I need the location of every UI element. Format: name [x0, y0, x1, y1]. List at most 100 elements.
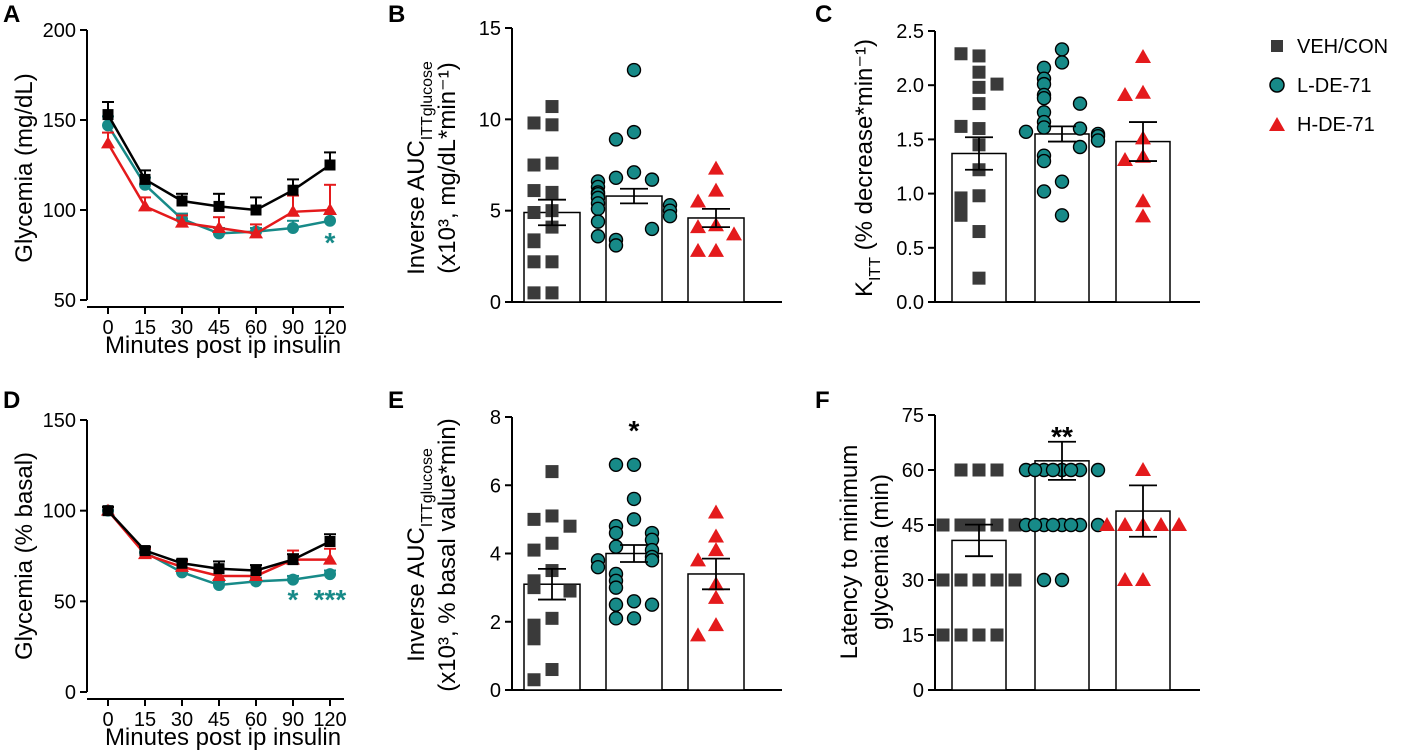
panel-b-data-point	[590, 229, 606, 244]
panel-e-data-point	[626, 611, 642, 626]
panel-c-data-point	[1036, 153, 1052, 169]
panel-f-data-point	[954, 573, 968, 587]
panel-a-point	[250, 204, 262, 216]
panel-a-x-tick-label: 0	[102, 317, 113, 339]
panel-b-data-point	[608, 132, 624, 147]
panel-d-point	[212, 568, 226, 581]
panel-e-data-point	[563, 519, 577, 533]
panel-d-x-tick-label: 45	[208, 709, 230, 731]
panel-b-data-point	[545, 100, 559, 114]
legend-marker-l	[1269, 77, 1285, 93]
panel-d-x-tick-label: 60	[245, 709, 267, 731]
panel-c-data-point	[972, 189, 986, 203]
panel-d-point	[250, 565, 262, 577]
panel-e-data-point	[527, 543, 541, 557]
legend-marker-h	[1269, 117, 1285, 131]
panel-f-data-point	[1045, 517, 1061, 533]
panel-e-data-point	[690, 552, 706, 567]
panel-e-data-point	[527, 512, 541, 526]
panel-b-y-label-2: (x10³, mg/dL*min⁻¹)	[434, 62, 461, 273]
panel-f-data-point	[936, 518, 950, 532]
panel-e-data-point	[608, 597, 624, 612]
panel-d-y-tick-label: 150	[43, 410, 76, 432]
panel-a-point	[249, 226, 263, 239]
panel-b-y-tick-label: 5	[490, 201, 501, 223]
panel-f-data-point	[1063, 462, 1079, 478]
panel-b-y-label-sub: ITTglucose	[419, 61, 436, 140]
panel-b-data-point	[527, 255, 541, 269]
panel-b-data-point	[590, 214, 606, 229]
panel-f-bar	[951, 539, 1007, 691]
panel-f-data-point	[972, 573, 986, 587]
panel-a-x-tick-label: 15	[134, 317, 156, 339]
panel-d-x-label: Minutes post ip insulin	[105, 724, 341, 751]
panel-e-data-point	[626, 491, 642, 507]
panel-a-point	[323, 203, 337, 215]
panel-b-data-point	[545, 185, 559, 199]
panel-c-y-tick-label: 1.0	[896, 184, 924, 206]
panel-label-e: E	[388, 387, 404, 414]
panel-a-y-tick-label: 200	[43, 20, 76, 42]
panel-e-y-label: Inverse AUCITTglucose	[403, 448, 436, 662]
panel-a-point	[286, 204, 300, 217]
panel-f-y-tick-label: 0	[913, 680, 924, 702]
panel-f-y-tick-label: 30	[902, 570, 924, 592]
legend-marker-veh	[1271, 40, 1283, 52]
panel-label-b: B	[388, 1, 405, 28]
panel-f-data-point	[936, 573, 950, 587]
panel-a-point	[324, 214, 336, 227]
panel-c-data-point	[954, 208, 968, 222]
panel-f-data-point	[1045, 462, 1061, 478]
panel-a-point	[175, 215, 189, 228]
panel-f-data-point	[1099, 517, 1115, 531]
panel-d-x-tick-label: 90	[282, 709, 304, 731]
panel-e-data-point	[545, 663, 559, 677]
panel-e-data-point	[545, 509, 559, 523]
panel-b-bar-chart: 0 5 10 15	[479, 18, 782, 314]
panel-b-data-point	[527, 116, 541, 130]
panel-f-data-point	[1063, 517, 1079, 533]
legend: VEH/CON L-DE-71 H-DE-71	[1269, 36, 1388, 136]
panel-b-data-point	[527, 184, 541, 198]
panel-a-line-chart: 50 100 150 200 0 15 30 45 60 90 120 *	[43, 20, 347, 339]
panel-d-point	[139, 545, 151, 557]
panel-c-y-label: KITT (% decrease*min⁻¹)	[851, 39, 884, 297]
panel-c-data-point	[1117, 86, 1133, 101]
panel-c-data-point	[990, 77, 1004, 91]
panel-f-y-tick-label: 60	[902, 460, 924, 482]
panel-d-x-tick-label: 120	[313, 709, 346, 731]
panel-e-data-point	[608, 457, 624, 472]
panel-f-bar-chart: 0 15 30 45 60 75 **	[902, 405, 1200, 702]
panel-label-f: F	[815, 387, 830, 414]
panel-b-data-point	[626, 165, 642, 180]
panel-d-y-tick-label: 0	[65, 682, 76, 704]
panel-e-y-tick-label: 4	[490, 544, 501, 566]
panel-b-data-point	[545, 255, 559, 269]
panel-b-data-point	[690, 193, 706, 208]
panel-label-a: A	[3, 1, 20, 28]
panel-c-data-point	[1072, 121, 1088, 136]
panel-c-data-point	[1036, 184, 1052, 199]
panel-e-y-label-2: (x10³, % basal value*min)	[434, 418, 461, 691]
panel-c-data-point	[1054, 42, 1070, 57]
panel-a-point	[324, 159, 336, 171]
panel-f-data-point	[990, 518, 1004, 532]
panel-f-data-point	[972, 463, 986, 477]
panel-e-data-point	[708, 528, 724, 543]
panel-c-data-point	[1036, 91, 1052, 106]
panel-d-x-tick-label: 15	[134, 709, 156, 731]
panel-b-data-point	[708, 242, 724, 257]
panel-c-data-point	[1090, 133, 1106, 148]
panel-b-data-point	[644, 221, 660, 237]
panel-e-data-point	[626, 457, 642, 472]
panel-b-data-point	[527, 205, 541, 219]
panel-c-data-point	[1135, 208, 1151, 223]
panel-e-data-point	[690, 627, 706, 642]
panel-f-data-point	[1027, 517, 1043, 533]
panel-a-point	[102, 119, 114, 132]
panel-f-data-point	[990, 463, 1004, 477]
panel-c-bar-chart: 0.0 0.5 1.0 1.5 2.0 2.5	[896, 21, 1200, 314]
legend-label-h: H-DE-71	[1297, 114, 1375, 136]
panel-c-data-point	[954, 47, 968, 61]
panel-d-x-tick-label: 0	[102, 709, 113, 731]
